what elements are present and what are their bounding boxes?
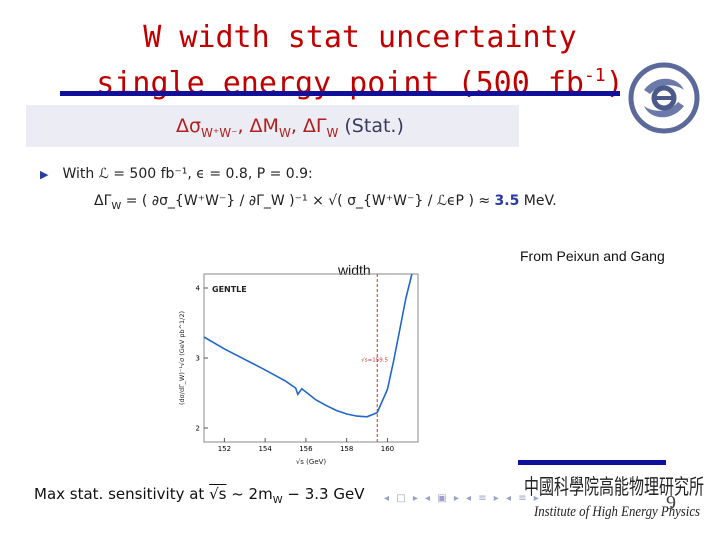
institute-chinese-name: 中國科學院高能物理研究所 [524,475,704,499]
beamer-navigation[interactable]: ◂ □ ▸ ◂ ▣ ▸ ◂ ≡ ▸ ◂ ≡ ▸ [384,493,541,504]
y-tick-group: 2 3 4 [196,285,208,433]
conclusion-subscript: W [272,495,283,506]
header-math-label: ΔσW⁺W⁻, ΔMW, ΔΓW (Stat.) [176,115,404,140]
page-number: 9 [666,492,676,514]
y-tick-label: 3 [196,355,200,363]
stat-text: (Stat.) [338,115,404,137]
delta-gamma-subscript: W [326,125,339,140]
ihep-logo-icon [628,62,700,134]
width-formula: ΔΓW = ( ∂σ_{W⁺W⁻} / ∂Γ_W )⁻¹ × √( σ_{W⁺W… [94,193,557,212]
marker-label: √s=159.5 [361,357,388,364]
delta-sigma-text: Δσ [176,115,202,137]
bullet-text: With ℒ = 500 fb⁻¹, ϵ = 0.8, P = 0.9: [62,166,313,182]
title-line-1: W width stat uncertainty [143,20,577,55]
formula-value: 3.5 [494,193,520,209]
formula-middle: = ( ∂σ_{W⁺W⁻} / ∂Γ_W )⁻¹ × √( σ_{W⁺W⁻} /… [121,193,495,209]
y-tick-label: 4 [196,285,201,293]
parameter-bullet: ▶ With ℒ = 500 fb⁻¹, ϵ = 0.8, P = 0.9: [40,166,313,182]
plot-x-axis-label: √s (GeV) [296,458,327,466]
institute-english-name: Institute of High Energy Physics [533,504,700,520]
delta-mass-subscript: W [278,125,291,140]
y-tick-label: 2 [196,425,200,433]
width-sensitivity-plot: GENTLE (dσ/dΓ_W)⁻¹√σ (GeV pb^1/2) √s (Ge… [178,273,419,466]
conclusion-line: Max stat. sensitivity at √s ~ 2mW − 3.3 … [34,485,364,506]
delta-gamma-text: , ΔΓ [290,115,327,137]
x-tick-label: 154 [258,445,272,453]
conclusion-tail: − 3.3 GeV [282,485,365,503]
delta-sigma-subscript: W⁺W⁻ [201,125,238,140]
delta-mass-text: , ΔM [237,115,279,137]
conclusion-prefix: Max stat. sensitivity at [34,485,210,503]
bottom-rule [518,460,666,465]
plot-legend-label: GENTLE [212,285,247,294]
institute-logo: 中國科學院高能物理研究所 Institute of High Energy Ph… [524,475,704,520]
title-superscript: -1 [583,65,606,86]
formula-unit: MeV. [519,193,557,209]
conclusion-sqrt-s: √s [209,485,227,503]
conclusion-approx: ~ 2m [226,485,273,503]
x-tick-label: 156 [299,445,313,453]
x-tick-group: 152 154 156 158 160 [218,438,394,453]
gentle-curve [203,273,413,418]
formula-left: ΔΓ [94,193,112,209]
x-tick-label: 152 [218,445,231,453]
title-underline [60,91,620,96]
x-tick-label: 160 [381,445,394,453]
credit-label: From Peixun and Gang [520,248,665,264]
x-tick-label: 158 [340,445,353,453]
triangle-bullet-icon: ▶ [40,168,49,181]
plot-y-axis-label: (dσ/dΓ_W)⁻¹√σ (GeV pb^1/2) [178,311,186,405]
formula-left-subscript: W [111,200,122,212]
header-math-box: ΔσW⁺W⁻, ΔMW, ΔΓW (Stat.) [26,105,519,147]
